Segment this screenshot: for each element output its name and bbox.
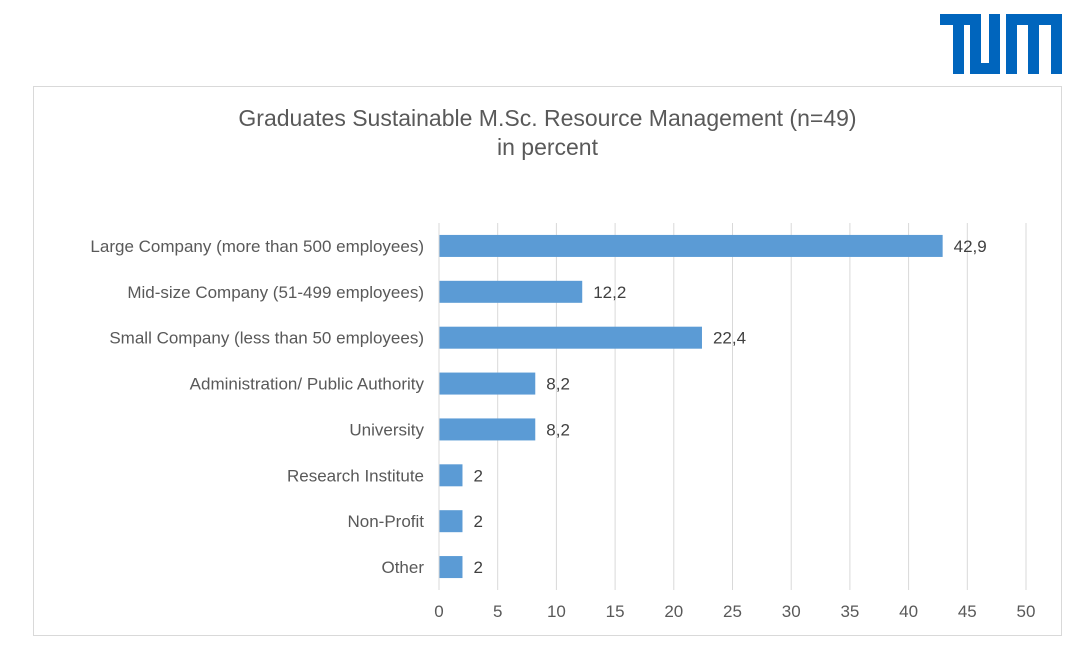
data-label: 22,4 [713, 329, 746, 348]
x-tick-label: 15 [606, 602, 625, 621]
data-label: 12,2 [593, 283, 626, 302]
x-tick-label: 30 [782, 602, 801, 621]
bar [439, 234, 943, 257]
bar [439, 418, 536, 441]
x-tick-label: 35 [840, 602, 859, 621]
category-label: Administration/ Public Authority [190, 375, 425, 394]
category-label: Mid-size Company (51-499 employees) [127, 283, 424, 302]
bar [439, 464, 463, 487]
category-label: Research Institute [287, 466, 424, 485]
x-tick-label: 25 [723, 602, 742, 621]
data-label: 8,2 [546, 420, 570, 439]
x-tick-label: 45 [958, 602, 977, 621]
bar [439, 556, 463, 579]
x-tick-label: 10 [547, 602, 566, 621]
x-tick-label: 20 [664, 602, 683, 621]
data-label: 2 [473, 512, 482, 531]
data-label: 42,9 [954, 237, 987, 256]
bar [439, 510, 463, 533]
data-label: 8,2 [546, 375, 570, 394]
category-label: Small Company (less than 50 employees) [109, 329, 424, 348]
chart-subtitle: in percent [496, 134, 598, 160]
category-label: Other [381, 558, 424, 577]
x-tick-label: 0 [434, 602, 443, 621]
data-label: 2 [473, 558, 482, 577]
category-label: Non-Profit [347, 512, 424, 531]
tum-logo [940, 14, 1062, 74]
x-tick-label: 40 [899, 602, 918, 621]
bar [439, 280, 583, 303]
chart-title: Graduates Sustainable M.Sc. Resource Man… [238, 105, 857, 131]
x-tick-label: 5 [493, 602, 502, 621]
x-tick-label: 50 [1017, 602, 1036, 621]
category-label: University [349, 420, 424, 439]
chart-frame [33, 86, 1062, 636]
category-label: Large Company (more than 500 employees) [90, 237, 424, 256]
bar [439, 326, 702, 349]
data-label: 2 [473, 466, 482, 485]
chart-title-block: Graduates Sustainable M.Sc. Resource Man… [0, 104, 1080, 162]
bar [439, 372, 536, 395]
